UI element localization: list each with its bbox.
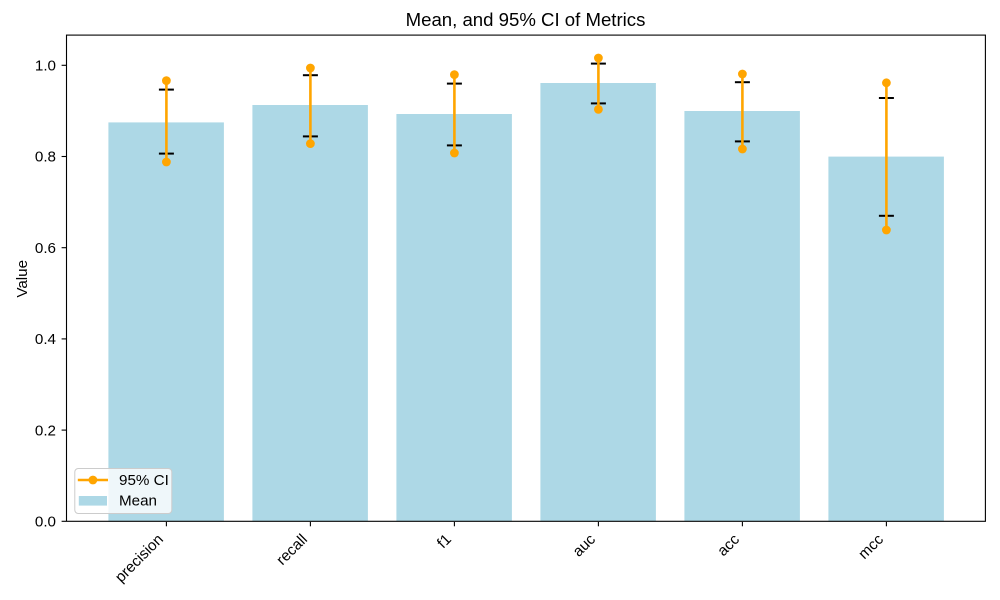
svg-text:Value: Value [14,260,31,298]
svg-text:Mean, and 95% CI of Metrics: Mean, and 95% CI of Metrics [406,9,646,30]
svg-text:0.8: 0.8 [35,149,56,166]
svg-text:0.2: 0.2 [35,422,56,439]
svg-text:0.0: 0.0 [35,514,56,531]
svg-text:0.6: 0.6 [35,240,56,257]
svg-text:Mean: Mean [119,492,157,509]
svg-text:0.4: 0.4 [35,331,56,348]
svg-text:95% CI: 95% CI [119,472,169,489]
svg-text:1.0: 1.0 [35,58,56,75]
